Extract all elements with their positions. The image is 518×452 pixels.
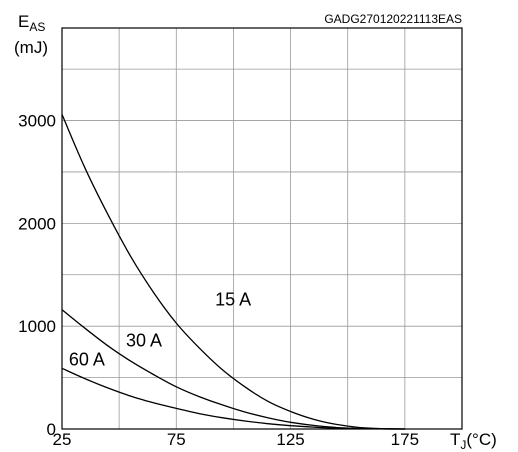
plot-frame xyxy=(61,27,463,430)
series-label: 60 A xyxy=(69,349,105,369)
figure-code: GADG270120221113EAS xyxy=(324,12,462,26)
series-line xyxy=(61,367,405,430)
series-label: 30 A xyxy=(126,331,162,351)
y-axis-label: EAS xyxy=(18,12,45,34)
x-tick-label: 25 xyxy=(53,430,72,449)
y-axis-label-main: E xyxy=(18,12,29,31)
x-tick-label: 175 xyxy=(391,430,419,449)
y-tick-label: 1000 xyxy=(18,317,56,336)
x-axis-label-main: T xyxy=(450,430,460,449)
x-axis-label-unit: (°C) xyxy=(466,430,496,449)
x-axis-label-sub: J xyxy=(460,438,466,452)
x-tick-label: 125 xyxy=(276,430,304,449)
tick-labels: 25 75 125 175 0 1000 2000 3000 xyxy=(18,112,419,449)
y-axis-label-sub: AS xyxy=(29,20,45,34)
x-tick-label: 75 xyxy=(167,430,186,449)
y-tick-label: 2000 xyxy=(18,214,56,233)
y-tick-label: 0 xyxy=(47,420,56,439)
series-labels: 15 A 30 A 60 A xyxy=(69,290,251,370)
y-axis-unit: (mJ) xyxy=(14,38,48,57)
series-label: 15 A xyxy=(215,290,251,310)
y-tick-label: 3000 xyxy=(18,112,56,131)
x-axis-label: TJ(°C) xyxy=(450,430,497,452)
grid-lines xyxy=(61,27,463,430)
curves xyxy=(61,114,405,430)
series-line xyxy=(61,114,405,430)
